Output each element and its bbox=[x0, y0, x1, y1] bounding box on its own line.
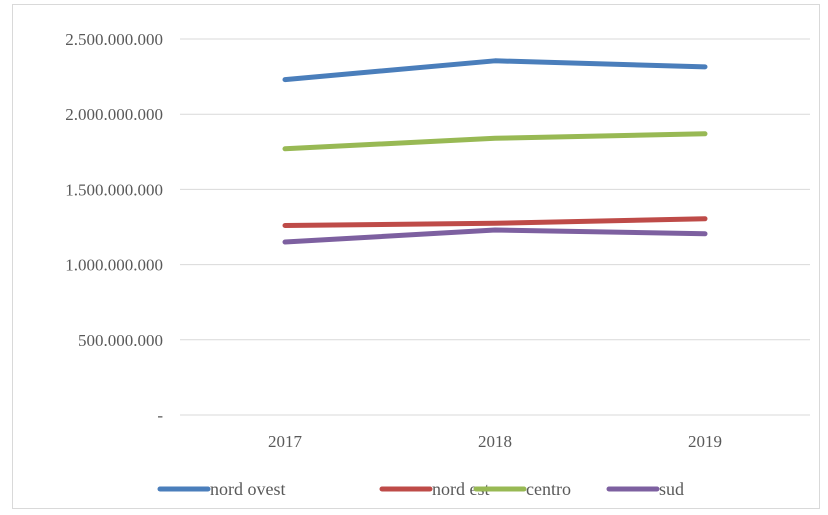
legend-item: centro bbox=[473, 479, 571, 499]
y-tick-label: 2.000.000.000 bbox=[65, 105, 163, 124]
legend-item: nord ovest bbox=[157, 479, 286, 499]
legend-label: nord ovest bbox=[210, 479, 286, 499]
y-tick-label: 1.000.000.000 bbox=[65, 256, 163, 275]
chart-frame bbox=[12, 4, 820, 509]
x-tick-label: 2019 bbox=[688, 432, 722, 451]
legend-item: nord est bbox=[379, 479, 490, 499]
legend-label: nord est bbox=[432, 479, 490, 499]
y-tick-label: 500.000.000 bbox=[78, 331, 163, 350]
series-line-nord-est bbox=[282, 216, 708, 228]
series-line-nord-ovest bbox=[282, 58, 708, 83]
gridlines bbox=[180, 38, 810, 416]
y-tick-label: - bbox=[157, 406, 163, 425]
x-tick-label: 2017 bbox=[268, 432, 303, 451]
x-axis: 2017 2018 2019 bbox=[268, 432, 722, 451]
series-line-sud bbox=[282, 227, 708, 245]
y-axis: - 500.000.000 1.000.000.000 1.500.000.000 2.… bbox=[65, 30, 163, 425]
legend-label: sud bbox=[659, 479, 684, 499]
legend-item: sud bbox=[606, 479, 684, 499]
legend: nord ovest nord est centro sud bbox=[157, 479, 684, 499]
x-tick-label: 2018 bbox=[478, 432, 512, 451]
series-lines bbox=[282, 58, 708, 245]
y-tick-label: 2.500.000.000 bbox=[65, 30, 163, 49]
y-tick-label: 1.500.000.000 bbox=[65, 180, 163, 199]
series-line-centro bbox=[282, 131, 708, 152]
legend-label: centro bbox=[526, 479, 571, 499]
